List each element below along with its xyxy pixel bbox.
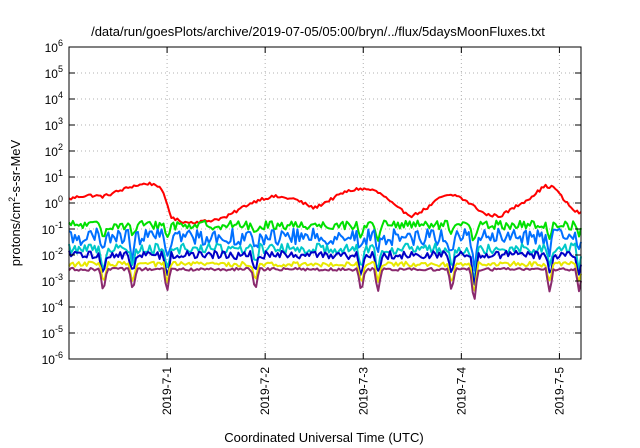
chart-title: /data/run/goesPlots/archive/2019-07-05/0… (91, 24, 545, 39)
y-tick-label: 10-1 (42, 220, 63, 237)
y-tick-label: 10-3 (42, 272, 63, 289)
x-tick-label: 2019-7-1 (160, 367, 174, 415)
y-tick-label: 104 (45, 90, 63, 107)
y-tick-label: 10-6 (42, 350, 63, 367)
y-tick-label: 10-5 (42, 324, 63, 341)
y-tick-label: 100 (45, 194, 63, 211)
data-series (68, 181, 582, 300)
y-tick-label: 102 (45, 142, 63, 159)
x-tick-label: 2019-7-4 (454, 367, 468, 415)
series-line (68, 227, 582, 272)
x-tick-label: 2019-7-5 (552, 367, 566, 415)
y-tick-label: 10-4 (42, 298, 63, 315)
y-tick-label: 106 (45, 38, 63, 55)
series-line (68, 219, 582, 242)
series-line (68, 249, 582, 286)
x-axis-label: Coordinated Universal Time (UTC) (224, 430, 423, 445)
y-tick-label: 103 (45, 116, 63, 133)
y-tick-label: 10-2 (42, 246, 63, 263)
y-tick-label: 105 (45, 64, 63, 81)
y-axis-ticks: 10-6 10-5 10-4 10-3 10-2 10-1 100 101 102 103 104 1… (42, 38, 581, 367)
series-line (68, 260, 582, 292)
y-axis-label: protons/cm2-s-sr-MeV (7, 139, 23, 266)
x-tick-label: 2019-7-2 (258, 367, 272, 415)
x-axis-ticks: 2019-7-1 2019-7-2 2019-7-3 2019-7-4 2019-7-5 (160, 47, 566, 415)
series-line (68, 181, 582, 225)
series-line (68, 242, 582, 280)
series-line (68, 266, 582, 300)
y-tick-label: 101 (45, 168, 63, 185)
x-tick-label: 2019-7-3 (356, 367, 370, 415)
